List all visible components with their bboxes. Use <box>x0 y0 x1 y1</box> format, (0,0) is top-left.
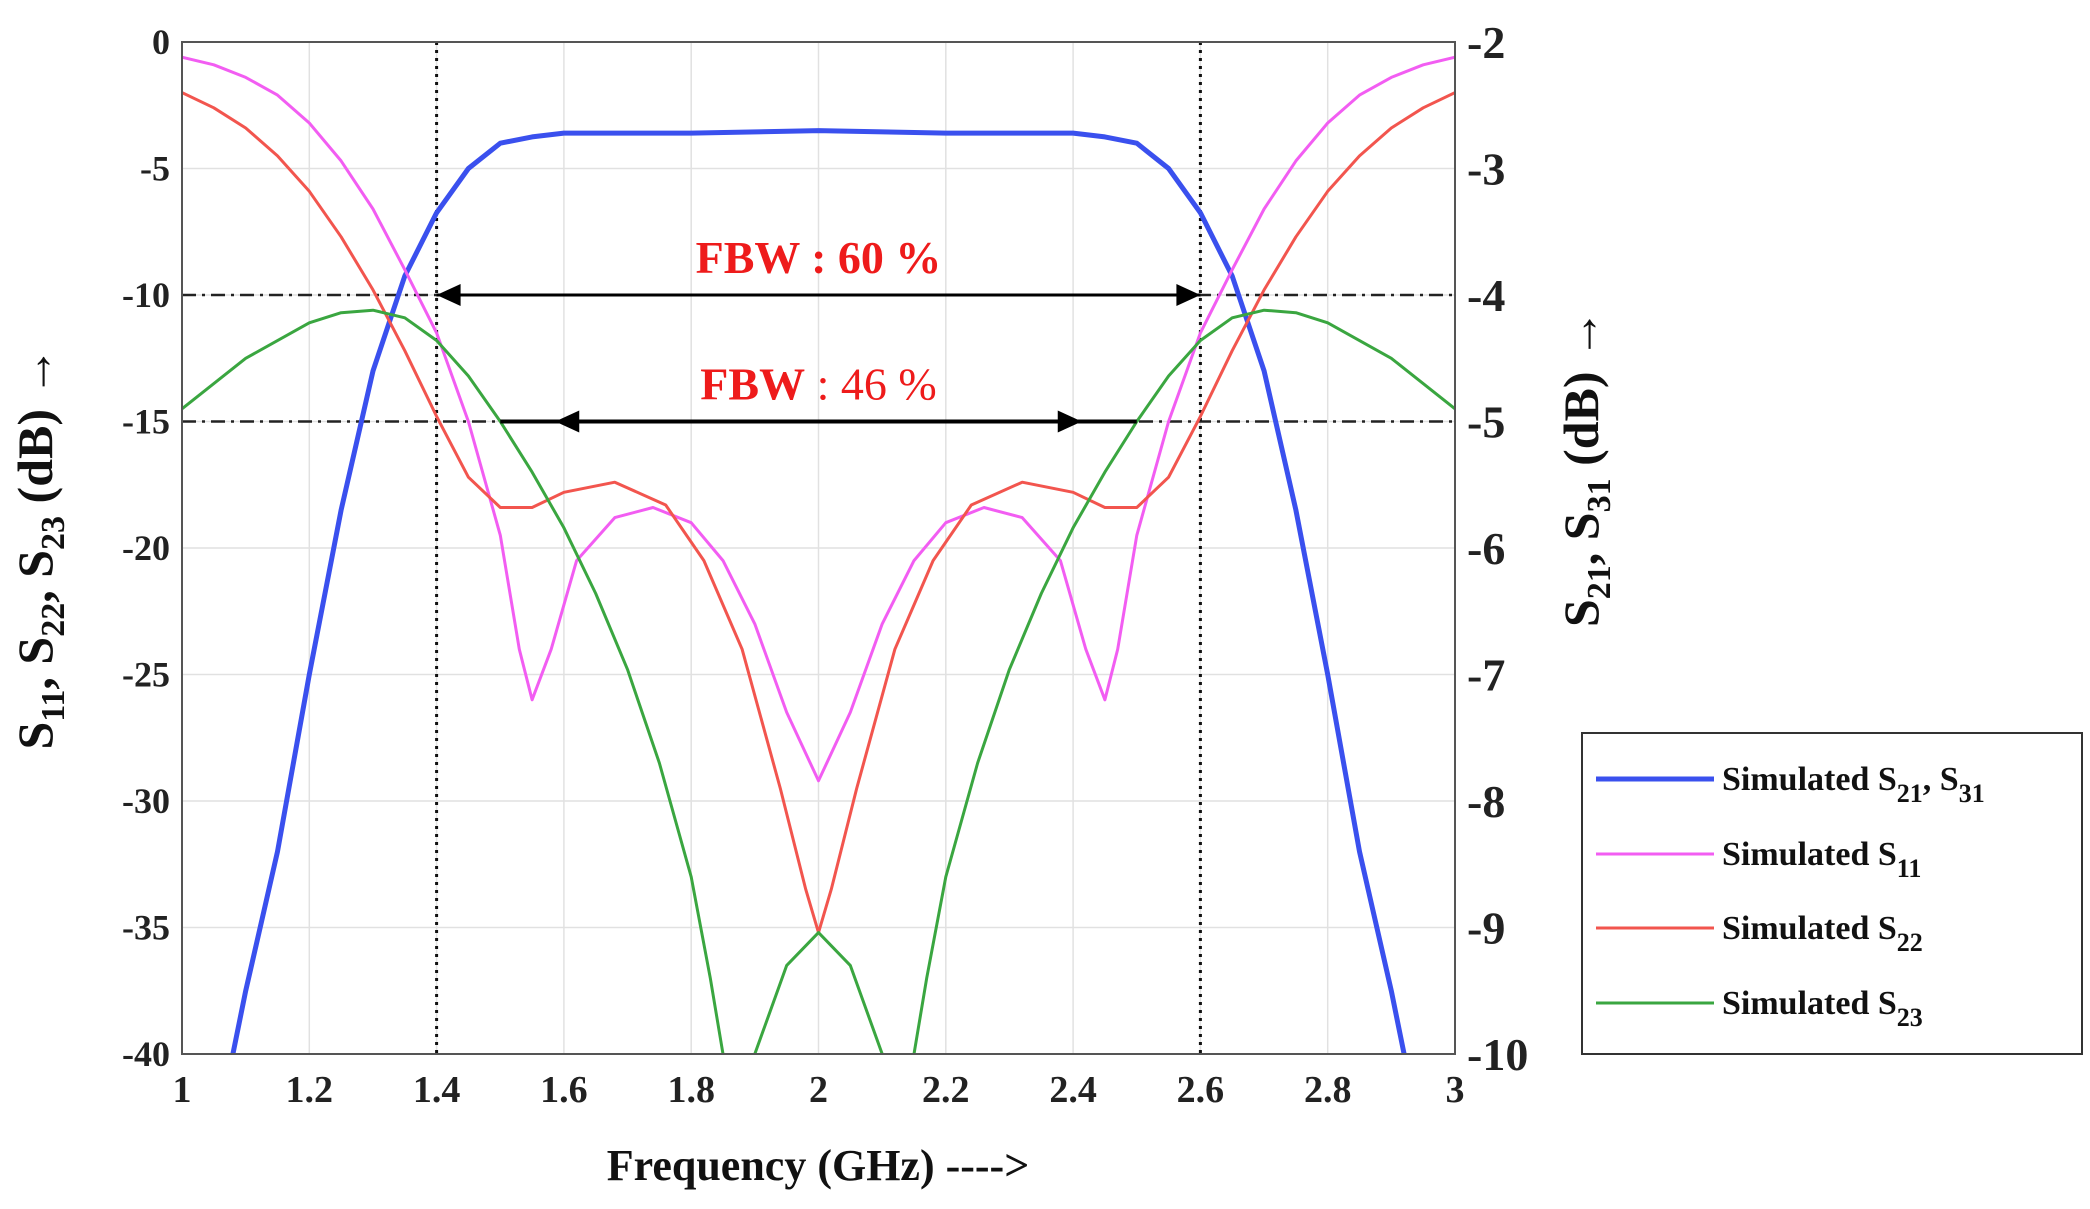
y-right-tick-label: -10 <box>1467 1029 1528 1080</box>
legend-entry-sub: 22 <box>1897 928 1923 957</box>
x-tick-label: 2 <box>809 1069 828 1111</box>
legend-entry-main: Simulated S <box>1722 761 1897 798</box>
x-tick-label: 3 <box>1446 1069 1465 1111</box>
axis-title-sep: (dB) → <box>7 346 63 515</box>
y-left-tick-label: -35 <box>122 908 170 948</box>
legend-entry: Simulated S23 <box>1722 985 1923 1032</box>
plot-frame <box>181 41 1456 1055</box>
y-left-tick-label: -15 <box>122 402 170 442</box>
series-line-3 <box>182 308 1455 1054</box>
arrow-head <box>1057 410 1082 433</box>
x-tick-label: 2.4 <box>1049 1069 1097 1111</box>
tick-labels: 1 1.2 1.4 1.6 1.8 2 2.2 2.4 2.6 2.8 3 0 -5 -10 -15 -20 -… <box>122 17 1528 1111</box>
axis-title-sub: 23 <box>35 516 72 550</box>
legend-entry-main: Simulated S <box>1722 836 1897 873</box>
fbw-label-name: FBW <box>696 232 801 283</box>
y-left-tick-label: -40 <box>122 1034 170 1074</box>
fbw-label-name: FBW <box>700 359 805 410</box>
y-right-tick-label: -8 <box>1467 776 1505 827</box>
y-axis-title-left: S11, S22, S23 (dB) → <box>7 346 72 749</box>
axis-title-sep: , S <box>1553 512 1609 565</box>
x-tick-label: 2.6 <box>1177 1069 1225 1111</box>
fbw-label: FBW : 46 % <box>700 359 936 410</box>
x-tick-label: 1.8 <box>667 1069 715 1111</box>
x-tick-label: 1.6 <box>540 1069 588 1111</box>
y-left-tick-label: -5 <box>140 149 170 189</box>
y-left-tick-label: -10 <box>122 275 170 315</box>
legend-box <box>1581 732 2083 1055</box>
annotations: FBW : 60 %FBW : 46 % <box>436 232 1201 433</box>
axis-title-sub: 31 <box>1581 478 1618 512</box>
y-left-tick-label: -20 <box>122 528 170 568</box>
x-tick-label: 1.2 <box>286 1069 334 1111</box>
axis-title-sub: 11 <box>35 690 72 722</box>
y-right-tick-label: -7 <box>1467 650 1505 701</box>
legend-entry: Simulated S11 <box>1722 836 1921 883</box>
y-left-tick-label: -30 <box>122 781 170 821</box>
legend-entry: Simulated S21, S31 <box>1722 761 1985 808</box>
y-right-tick-label: -5 <box>1467 397 1505 448</box>
axis-title-sep: , S <box>7 550 63 603</box>
x-tick-label: 2.8 <box>1304 1069 1352 1111</box>
fbw-label-value: : 46 % <box>805 359 937 410</box>
fbw-label-value: : 60 % <box>800 232 942 283</box>
legend-entry-sub: 21 <box>1897 779 1923 808</box>
x-tick-label: 2.2 <box>922 1069 970 1111</box>
x-tick-label: 1 <box>173 1069 192 1111</box>
axis-title-sub: 22 <box>35 603 72 637</box>
legend-entry-main: Simulated S <box>1722 910 1897 947</box>
axis-title-part: S <box>7 722 63 750</box>
legend-entry-mid: , S <box>1923 761 1959 798</box>
y-right-tick-label: -2 <box>1467 17 1505 68</box>
axis-title-sep: , S <box>7 637 63 690</box>
x-axis-title: Frequency (GHz) ----> <box>607 1141 1030 1190</box>
legend-entry-sub: 11 <box>1897 854 1922 883</box>
y-right-tick-label: -6 <box>1467 523 1505 574</box>
axis-title-sep: (dB) → <box>1553 309 1609 478</box>
legend-entry-main: Simulated S <box>1722 985 1897 1022</box>
arrow-head <box>555 410 580 433</box>
legend-entry-sub: 23 <box>1897 1003 1923 1032</box>
y-right-tick-label: -9 <box>1467 903 1505 954</box>
x-tick-label: 1.4 <box>413 1069 461 1111</box>
fbw-label: FBW : 60 % <box>696 232 942 283</box>
y-right-tick-label: -3 <box>1467 144 1505 195</box>
arrow-head <box>436 284 461 306</box>
y-right-tick-label: -4 <box>1467 270 1505 321</box>
series-line-1 <box>182 55 1455 783</box>
arrow-head <box>1176 284 1201 306</box>
series-line-0 <box>230 128 1407 1054</box>
legend-entry-sub: 31 <box>1959 779 1985 808</box>
series-lines <box>182 55 1455 1054</box>
y-axis-title-right: S21, S31 (dB) → <box>1553 309 1618 627</box>
axis-title-part: S <box>1553 599 1609 627</box>
legend-entry: Simulated S22 <box>1722 910 1923 957</box>
y-left-tick-label: -25 <box>122 655 170 695</box>
y-left-tick-label: 0 <box>152 22 170 62</box>
axis-title-sub: 21 <box>1581 565 1618 599</box>
